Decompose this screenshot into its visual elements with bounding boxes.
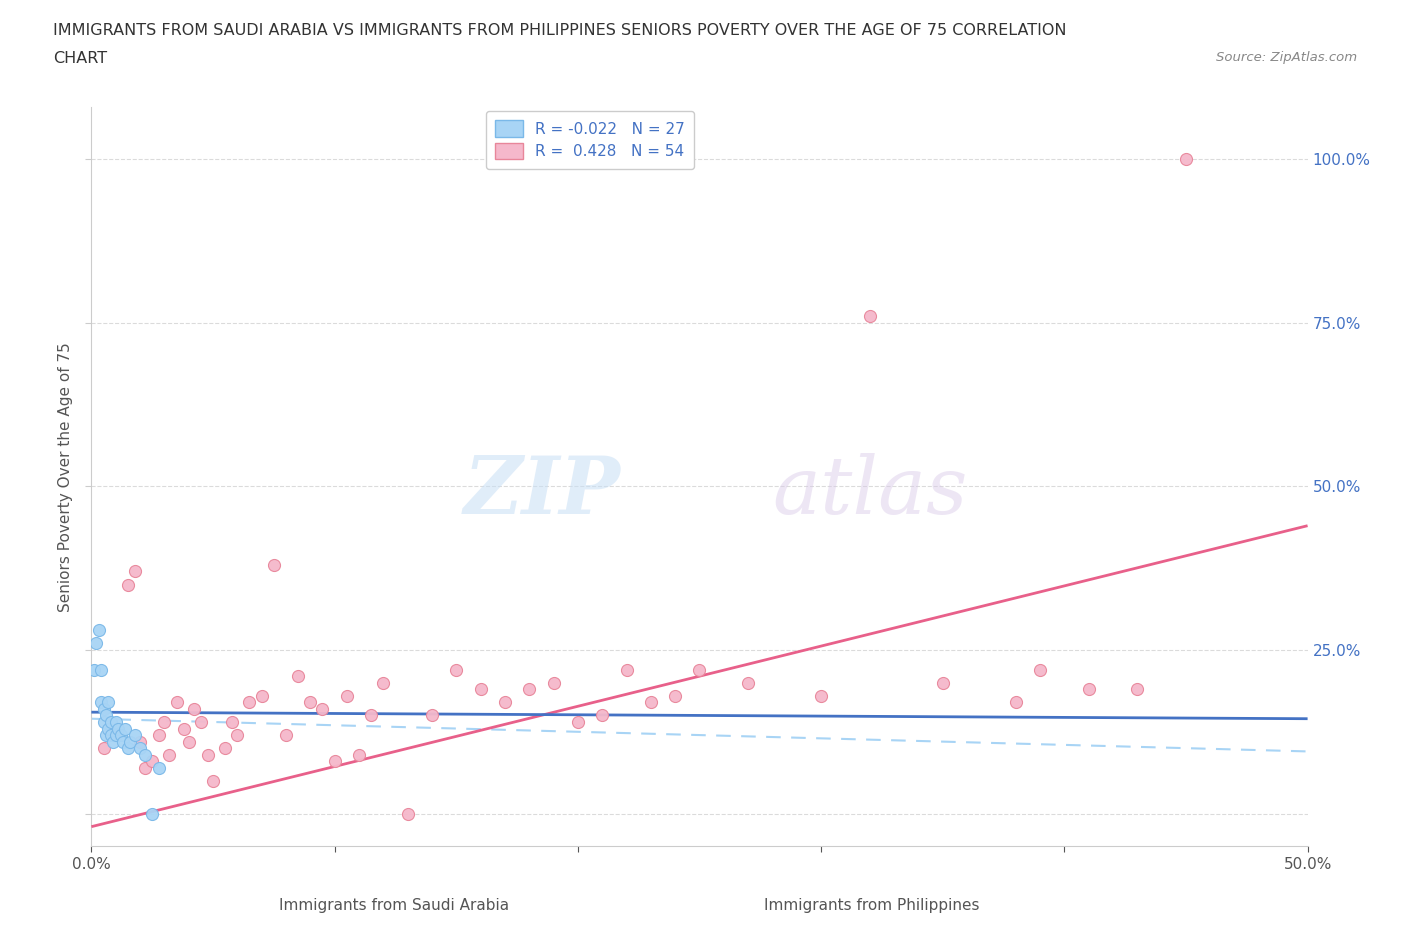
Point	[87, 623, 110, 638]
Point	[124, 727, 146, 742]
Point	[153, 714, 176, 729]
Point	[110, 727, 132, 742]
Point	[100, 727, 122, 742]
Point	[190, 714, 212, 729]
Point	[107, 721, 129, 736]
Point	[444, 662, 467, 677]
Point	[567, 714, 589, 729]
Point	[197, 748, 219, 763]
Point	[299, 695, 322, 710]
Point	[83, 662, 105, 677]
Text: Immigrants from Saudi Arabia: Immigrants from Saudi Arabia	[278, 897, 509, 912]
Point	[250, 688, 273, 703]
Text: Immigrants from Philippines: Immigrants from Philippines	[763, 897, 980, 912]
Point	[111, 734, 134, 749]
Point	[103, 734, 125, 749]
Point	[104, 727, 127, 742]
Point	[141, 754, 163, 769]
Point	[221, 714, 243, 729]
Point	[494, 695, 516, 710]
Point	[97, 695, 120, 710]
Point	[347, 748, 370, 763]
Point	[420, 708, 443, 723]
Point	[238, 695, 260, 710]
Point	[93, 740, 115, 755]
Point	[1126, 682, 1149, 697]
Point	[640, 695, 662, 710]
Point	[141, 806, 163, 821]
Point	[104, 727, 127, 742]
Point	[810, 688, 832, 703]
Point	[117, 578, 139, 592]
Point	[1004, 695, 1026, 710]
Point	[311, 701, 333, 716]
Point	[166, 695, 188, 710]
Point	[859, 309, 882, 324]
Point	[737, 675, 759, 690]
Text: atlas: atlas	[772, 453, 967, 530]
Point	[323, 754, 346, 769]
Point	[134, 748, 156, 763]
Point	[124, 565, 146, 579]
Text: ZIP: ZIP	[464, 453, 620, 530]
Point	[134, 761, 156, 776]
Point	[177, 734, 200, 749]
Point	[90, 695, 112, 710]
Point	[94, 708, 117, 723]
Text: IMMIGRANTS FROM SAUDI ARABIA VS IMMIGRANTS FROM PHILIPPINES SENIORS POVERTY OVER: IMMIGRANTS FROM SAUDI ARABIA VS IMMIGRAN…	[53, 23, 1067, 38]
Point	[591, 708, 613, 723]
Point	[263, 557, 285, 572]
Point	[148, 761, 170, 776]
Point	[664, 688, 686, 703]
Point	[84, 636, 107, 651]
Point	[157, 748, 180, 763]
Point	[396, 806, 419, 821]
Point	[90, 662, 112, 677]
Point	[148, 727, 170, 742]
Point	[120, 734, 142, 749]
Point	[94, 727, 117, 742]
Point	[360, 708, 382, 723]
Point	[129, 734, 152, 749]
Point	[373, 675, 395, 690]
Point	[616, 662, 638, 677]
Point	[274, 727, 297, 742]
Point	[117, 740, 139, 755]
Point	[1077, 682, 1099, 697]
Y-axis label: Seniors Poverty Over the Age of 75: Seniors Poverty Over the Age of 75	[58, 341, 73, 612]
Point	[470, 682, 492, 697]
Point	[1175, 152, 1198, 166]
Point	[97, 721, 120, 736]
Point	[287, 669, 309, 684]
Legend: R = -0.022   N = 27, R =  0.428   N = 54: R = -0.022 N = 27, R = 0.428 N = 54	[486, 111, 695, 168]
Point	[104, 714, 127, 729]
Point	[226, 727, 249, 742]
Point	[114, 721, 136, 736]
Point	[931, 675, 953, 690]
Point	[93, 701, 115, 716]
Text: Source: ZipAtlas.com: Source: ZipAtlas.com	[1216, 51, 1357, 64]
Point	[100, 714, 122, 729]
Point	[517, 682, 540, 697]
Point	[173, 721, 195, 736]
Point	[202, 774, 225, 789]
Point	[129, 740, 152, 755]
Point	[214, 740, 236, 755]
Point	[336, 688, 359, 703]
Point	[183, 701, 205, 716]
Point	[688, 662, 710, 677]
Point	[1029, 662, 1052, 677]
Text: CHART: CHART	[53, 51, 107, 66]
Point	[543, 675, 565, 690]
Point	[93, 714, 115, 729]
